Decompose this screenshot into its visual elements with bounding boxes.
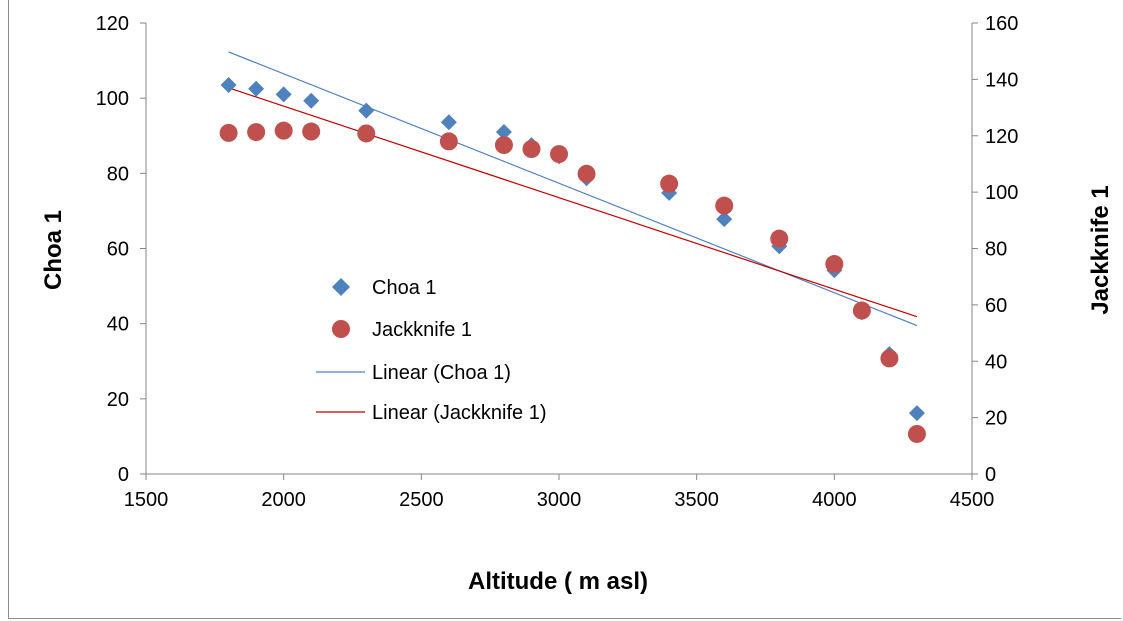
- legend-marker-jackknife-1: [332, 320, 350, 338]
- choa-1-point: [908, 405, 925, 422]
- jackknife-1-point: [357, 124, 376, 143]
- right-tick-label: 20: [985, 408, 1007, 430]
- choa-1-point: [716, 211, 733, 228]
- x-tick-label: 1500: [124, 489, 169, 511]
- right-tick-label: 160: [985, 13, 1018, 35]
- choa-1-point: [220, 77, 237, 94]
- jackknife-1-point: [219, 123, 238, 142]
- x-axis-title: Altitude ( m asl): [468, 568, 648, 595]
- jackknife-1-point: [550, 145, 568, 164]
- jackknife-1-point: [715, 196, 734, 215]
- x-tick-label: 4000: [812, 489, 857, 511]
- jackknife-1-point: [770, 229, 789, 248]
- y2-axis-title: Jackknife 1: [1087, 185, 1114, 314]
- left-tick-label: 80: [107, 163, 129, 185]
- x-tick-label: 3000: [537, 489, 582, 511]
- jackknife-1-point: [660, 174, 679, 193]
- x-tick-label: 4500: [950, 489, 995, 511]
- left-tick-label: 120: [96, 13, 129, 35]
- data-markers: [219, 77, 926, 443]
- trendlines: [228, 51, 918, 327]
- x-tick-label: 2500: [399, 489, 444, 511]
- jackknife-1-point: [247, 123, 266, 142]
- jackknife-1-point: [302, 122, 321, 141]
- jackknife-1-point: [439, 132, 458, 151]
- trendline-choa-1: [228, 51, 918, 327]
- choa-1-point: [358, 102, 375, 119]
- choa-1-point: [248, 80, 265, 97]
- left-tick-label: 0: [118, 464, 129, 486]
- trendline-jackknife-1: [228, 87, 918, 318]
- choa-1-point: [275, 86, 292, 103]
- right-tick-label: 40: [985, 351, 1007, 373]
- x-tick-label: 2000: [261, 489, 306, 511]
- right-tick-label: 0: [985, 464, 996, 486]
- jackknife-1-point: [577, 164, 596, 183]
- right-tick-label: 120: [985, 126, 1018, 148]
- legend-label-linear-choa-1: Linear (Choa 1): [372, 362, 511, 384]
- jackknife-1-point: [852, 301, 871, 320]
- left-tick-label: 60: [107, 239, 129, 261]
- left-tick-label: 100: [96, 88, 129, 110]
- jackknife-1-point: [274, 121, 293, 140]
- left-tick-label: 20: [107, 389, 129, 411]
- jackknife-1-point: [907, 424, 926, 443]
- left-tick-label: 40: [107, 314, 129, 336]
- legend: Choa 1 Jackknife 1 Linear (Choa 1) Linea…: [316, 277, 547, 424]
- legend-label-choa-1: Choa 1: [372, 277, 437, 299]
- choa-1-point: [303, 92, 320, 109]
- right-tick-label: 100: [985, 182, 1018, 204]
- choa-1-point: [495, 123, 512, 140]
- x-tick-label: 3500: [674, 489, 719, 511]
- left-axis-ticks: 0 20 40 60 80 100 120: [96, 13, 146, 486]
- right-tick-label: 60: [985, 295, 1007, 317]
- legend-marker-choa-1: [332, 278, 350, 296]
- jackknife-1-point: [880, 349, 899, 368]
- x-axis-ticks: 1500 2000 2500 3000 3500 4000 4500: [124, 474, 995, 511]
- chart-frame: [8, 0, 1121, 619]
- right-axis-ticks: 0 20 40 60 80 100 120 140 160: [972, 13, 1018, 486]
- jackknife-1-point: [825, 255, 844, 274]
- plot-axes: [145, 23, 973, 475]
- legend-label-linear-jackknife-1: Linear (Jackknife 1): [372, 402, 547, 424]
- jackknife-1-point: [494, 136, 513, 155]
- right-tick-label: 80: [985, 239, 1007, 261]
- jackknife-1-point: [522, 139, 541, 158]
- y-axis-title: Choa 1: [40, 210, 67, 290]
- legend-label-jackknife-1: Jackknife 1: [372, 319, 472, 341]
- right-tick-label: 140: [985, 69, 1018, 91]
- choa-1-point: [440, 114, 457, 131]
